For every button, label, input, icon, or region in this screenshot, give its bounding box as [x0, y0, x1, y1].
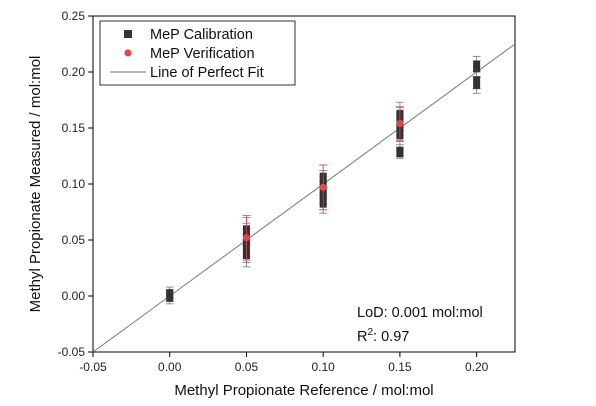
x-tick-label: 0.15 [388, 360, 412, 374]
x-axis-title: Methyl Propionate Reference / mol:mol [174, 382, 433, 399]
y-tick-label: 0.20 [62, 65, 86, 79]
verification-point [319, 183, 327, 191]
x-tick-label: 0.00 [158, 360, 182, 374]
legend-calibration-marker [124, 30, 132, 38]
calibration-point [396, 150, 404, 158]
calibration-point [473, 76, 481, 84]
legend-verification-marker [124, 49, 132, 57]
verification-point [242, 234, 251, 242]
y-tick-label: 0.00 [62, 289, 86, 303]
x-tick-label: 0.10 [312, 360, 336, 374]
legend-perfect-fit-label: Line of Perfect Fit [150, 65, 264, 81]
verification-series [242, 106, 404, 261]
x-tick-label: 0.05 [235, 360, 259, 374]
y-tick-label: -0.05 [58, 345, 86, 359]
legend-verification-label: MeP Verification [150, 46, 255, 62]
y-axis-title: Methyl Propionate Measured / mol:mol [27, 56, 44, 313]
r-squared-symbol: R [357, 329, 367, 345]
perfect-fit-line-layer [92, 43, 516, 353]
y-tick-label: 0.25 [62, 9, 86, 23]
calibration-point [473, 60, 481, 68]
r-squared-value: : 0.97 [373, 329, 409, 345]
perfect-fit-line [92, 43, 516, 353]
r-squared-annotation: R2: 0.97 [357, 327, 409, 345]
y-tick-label: 0.05 [62, 233, 86, 247]
legend: MeP Calibration MeP Verification Line of… [99, 20, 296, 86]
legend-calibration-label: MeP Calibration [150, 27, 253, 43]
axis-ticks: -0.05 0.00 0.05 0.10 0.15 0.20 -0.05 0.00 0.05 0.… [58, 9, 489, 374]
x-tick-label: -0.05 [79, 360, 107, 374]
lod-annotation: LoD: 0.001 mol:mol [357, 305, 483, 321]
calibration-point [166, 294, 174, 302]
y-tick-label: 0.15 [62, 121, 86, 135]
legend-box [99, 20, 296, 86]
y-tick-label: 0.10 [62, 177, 86, 191]
calibration-point [473, 81, 481, 89]
verification-point [396, 119, 404, 128]
x-tick-label: 0.20 [465, 360, 489, 374]
calibration-point [473, 65, 481, 73]
r-squared-superscript: 2 [367, 327, 373, 338]
